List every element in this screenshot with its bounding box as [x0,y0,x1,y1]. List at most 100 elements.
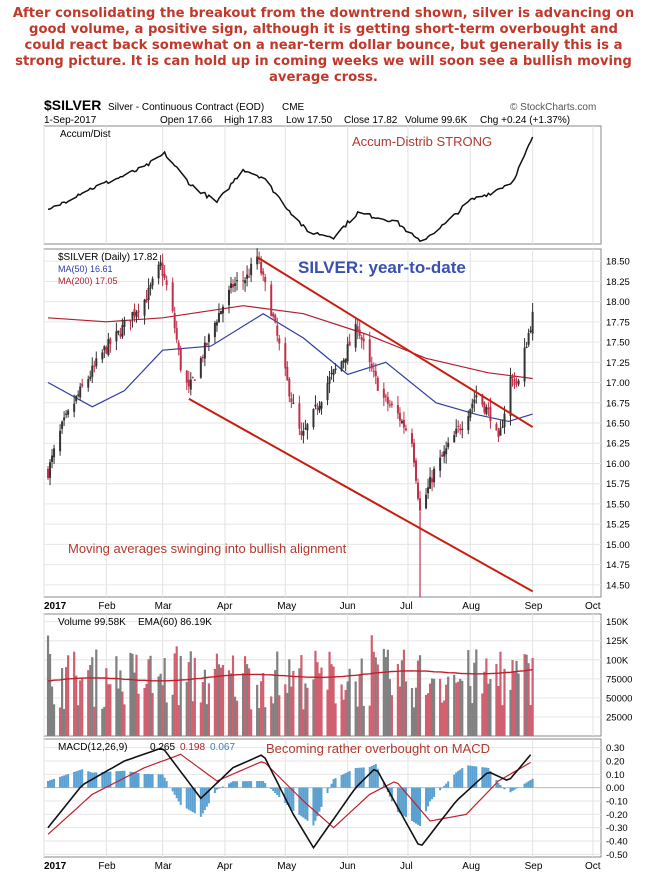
candle-body [77,394,80,396]
macd-histogram-bar [133,772,136,788]
macd-histogram-bar [93,772,96,788]
volume-bar [469,685,472,736]
volume-bar [356,706,359,736]
candle-body [400,420,403,423]
volume-bar [129,652,132,736]
ema-legend: EMA(60) 86.19K [138,617,212,628]
candle-body [123,320,126,327]
volume-bar [288,659,291,736]
candle-body [262,271,265,275]
candle-body [489,406,492,422]
candle-body [205,343,208,346]
macd-histogram-bar [459,769,462,788]
macd-histogram-bar [334,778,337,788]
macd-histogram-bar [485,767,488,788]
macd-histogram-bar [270,787,273,789]
macd-histogram-bar [81,769,84,788]
macd-legend-hist: 0.067 [210,742,235,753]
macd-histogram-bar [159,774,162,788]
candle-body [453,435,456,443]
candle-body [447,442,450,448]
macd-histogram-bar [298,787,301,815]
macd-histogram-bar [467,765,470,788]
macd-histogram-bar [398,787,401,814]
macd-histogram-bar [256,781,259,788]
macd-histogram-bar [344,773,347,788]
macd-histogram-bar [332,779,335,788]
volume-bar [135,654,138,736]
candle-body [344,358,347,364]
volume-bar [471,703,474,736]
volume-bar [231,655,235,736]
macd-panel [43,738,602,858]
macd-histogram-bar [191,787,194,813]
macd-histogram-bar [115,771,118,788]
volume-bar [278,695,281,736]
volume-bar [314,650,317,736]
candle-body [511,375,514,378]
candle-body [185,370,188,383]
candle-body [382,388,385,398]
x-tick-label: Jul [400,601,413,612]
candle-body [59,430,62,452]
candle-body [79,386,82,398]
candle-body [135,312,138,318]
candle-body [473,399,476,403]
candle-body [157,264,160,279]
volume-bar [133,672,136,736]
volume-value: Volume 99.6K [405,115,468,126]
candle-body [145,298,148,303]
macd-histogram-bar [258,781,261,788]
volume-bar [334,703,337,736]
candle-body [230,283,233,288]
macd-histogram-bar [374,764,377,788]
candle-body [292,402,295,404]
candle-body [163,273,166,279]
candle-body [372,370,375,372]
volume-bar [447,676,450,736]
candle-body [131,311,134,319]
macd-histogram-bar [316,787,319,817]
volume-bar [529,705,532,736]
candle-body [390,403,393,406]
volume-tick-label: 100K [606,655,629,666]
candle-body [165,280,168,286]
volume-bar [50,686,54,736]
x-tick-label: Feb [98,601,116,612]
candle-body [376,377,379,391]
candle-body [107,339,110,356]
macd-histogram-bar [264,783,267,788]
macd-histogram-bar [419,787,422,827]
macd-histogram-bar [427,787,430,807]
candle-body [509,376,512,416]
commentary-text: After consolidating the breakout from th… [12,6,635,85]
price-legend-ma200: MA(200) 17.05 [58,276,118,286]
candle-body [326,382,329,401]
macd-histogram-bar [425,787,428,812]
candle-body [384,395,387,397]
price-tick-label: 14.75 [606,560,630,571]
macd-histogram-bar [497,783,500,788]
volume-bar [215,653,219,736]
x-tick-label: Apr [217,861,233,872]
volume-bar [459,678,462,736]
macd-histogram-bar [61,776,64,788]
candle-body [227,289,230,306]
candle-body [75,395,78,402]
macd-histogram-bar [360,767,363,788]
macd-tick-label: 0.10 [606,770,625,781]
candle-body [187,379,190,387]
macd-histogram-bar [53,778,56,788]
volume-bar [340,684,343,736]
macd-histogram-bar [173,787,176,795]
candle-body [105,346,108,354]
candle-body [81,383,84,387]
price-tick-label: 16.00 [606,459,630,470]
price-legend-silver: $SILVER (Daily) 17.82 [58,252,158,263]
volume-bar [235,700,239,736]
volume-bar [489,679,492,736]
macd-histogram-bar [461,768,464,788]
volume-bar [372,651,375,736]
volume-bar [179,655,182,736]
